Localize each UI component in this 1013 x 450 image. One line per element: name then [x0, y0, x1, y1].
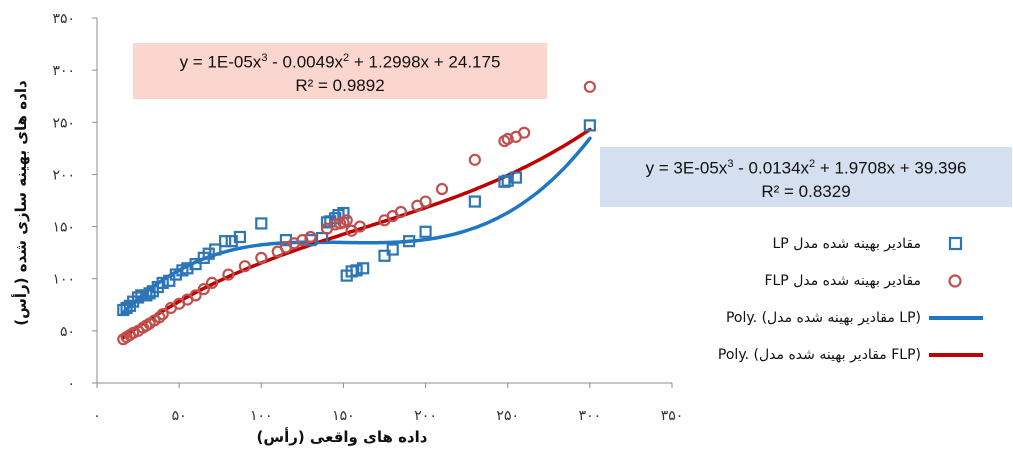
legend-item-lp-points: مقادیر بهینه شده مدل LP [773, 231, 986, 257]
y-tick-label: ۰ [67, 376, 75, 392]
lp-data-point [357, 262, 370, 275]
markers [117, 80, 596, 346]
legend-item-flp-points: مقادیر بهینه شده مدل FLP [764, 268, 985, 294]
y-tick-label: ۳۰۰ [52, 63, 75, 79]
x-tick-label: ۱۰۰ [250, 408, 273, 424]
flp-data-point [583, 80, 596, 93]
flp-data-point [518, 126, 531, 139]
red-circle-icon [927, 271, 985, 291]
lp-data-point [120, 301, 133, 315]
flp-r2: R² = 0.9892 [295, 75, 385, 95]
flp-data-point [340, 214, 353, 227]
lp-data-point [378, 249, 391, 262]
y-tick-label: ۳۵۰ [52, 11, 75, 27]
lp-data-point [419, 225, 432, 238]
flp-data-point [238, 260, 251, 273]
lp-data-point [209, 243, 222, 256]
lp-data-point [403, 235, 416, 248]
x-tick-label: ۳۵۰ [661, 408, 684, 424]
tick-labels: ۰ ۵۰ ۱۰۰ ۱۵۰ ۲۰۰ ۲۵۰ ۳۰۰ ۳۵۰ ۰ ۵۰ ۱۰۰ ۱۵۰ ۲۰۰ ۲۵۰ ۳۰۰ ۳… [52, 11, 683, 424]
lp-data-point [143, 287, 156, 300]
y-tick-label: ۱۰۰ [52, 272, 75, 288]
lp-equation: y = 3E-05x3 - 0.0134x2 + 1.9708x + 39.39… [645, 158, 967, 178]
x-axis-title: داده های واقعی (رأس) [257, 427, 428, 446]
flp-data-point [435, 182, 449, 196]
blue-line-icon [927, 308, 985, 328]
lp-data-point [131, 291, 145, 304]
legend-item-lp-trend: Poly. (مقادیر بهینه شده مدل LP) [726, 305, 985, 331]
flp-data-point [255, 251, 268, 264]
lp-equation-box: y = 3E-05x3 - 0.0134x2 + 1.9708x + 39.39… [600, 147, 1012, 207]
lp-data-point [156, 276, 169, 289]
flp-equation-box: y = 1E-05x3 - 0.0049x2 + 1.2998x + 24.17… [133, 43, 547, 99]
flp-data-point [353, 220, 366, 233]
lp-data-point [189, 258, 202, 271]
y-tick-label: ۲۰۰ [52, 167, 75, 183]
lp-data-point [583, 119, 596, 132]
y-tick-label: ۲۵۰ [52, 115, 75, 131]
flp-data-point [394, 205, 408, 219]
axes [92, 17, 673, 388]
lp-trend-line [121, 136, 592, 315]
flp-data-point [222, 268, 235, 281]
lp-data-point [468, 195, 481, 208]
x-tick-label: ۳۰۰ [579, 408, 602, 424]
lp-data-point [509, 171, 523, 184]
blue-square-icon [927, 234, 985, 254]
lp-r2: R² = 0.8329 [761, 181, 851, 201]
lp-data-point [163, 274, 176, 287]
lp-data-point [233, 230, 247, 244]
flp-equation: y = 1E-05x3 - 0.0049x2 + 1.2998x + 24.17… [179, 52, 501, 72]
x-tick-label: ۲۰۰ [414, 408, 437, 424]
x-tick-label: ۵۰ [172, 408, 187, 424]
flp-data-point [197, 283, 210, 296]
red-line-icon [927, 345, 985, 365]
flp-data-point [304, 230, 317, 244]
flp-data-point [156, 308, 169, 321]
lp-data-point [501, 174, 514, 187]
x-tick-label: ۰ [93, 408, 101, 424]
lp-data-point [255, 217, 268, 230]
flp-data-point [153, 311, 166, 324]
legend-item-flp-trend: Poly. (مقادیر بهینه شده مدل FLP) [718, 342, 985, 368]
x-tick-label: ۱۵۰ [332, 408, 355, 424]
lp-data-point [386, 243, 399, 256]
flp-data-point [189, 289, 202, 302]
flp-data-point [501, 132, 514, 146]
y-tick-label: ۱۵۰ [52, 220, 75, 236]
flp-data-point [205, 276, 219, 289]
lp-data-point [350, 264, 363, 277]
flp-data-point [419, 195, 432, 208]
lp-data-point [315, 231, 329, 245]
flp-data-point [468, 153, 481, 166]
lp-data-point [219, 235, 232, 248]
x-tick-label: ۲۵۰ [496, 408, 519, 424]
flp-data-point [329, 218, 342, 231]
y-tick-label: ۵۰ [60, 324, 75, 340]
y-axis-title: داده های بهینه سازی شده (رأس) [11, 80, 30, 326]
